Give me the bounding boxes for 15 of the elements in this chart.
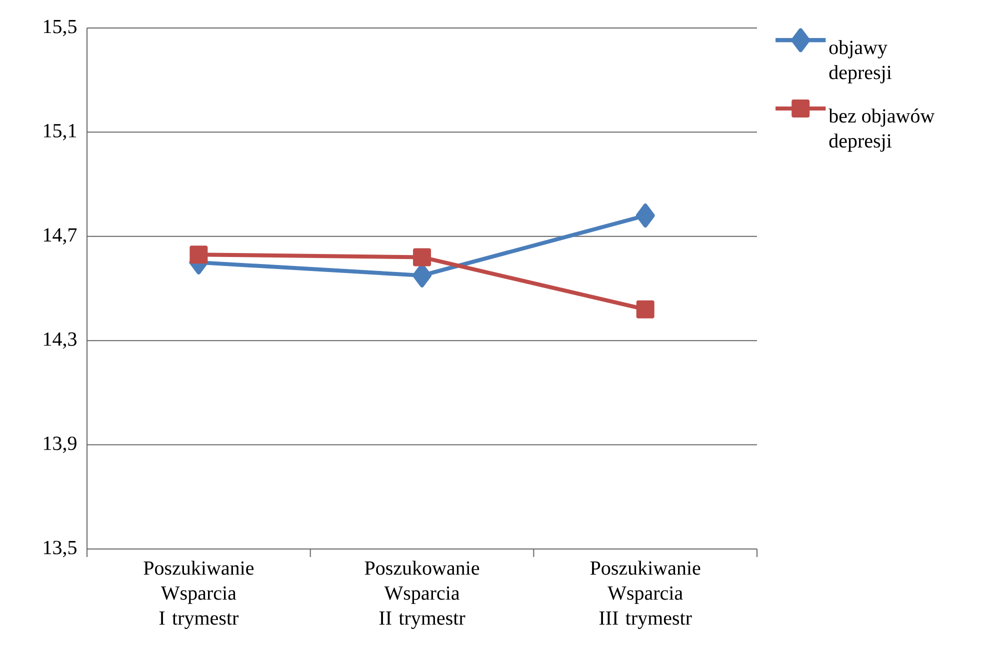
point xyxy=(413,248,432,266)
point xyxy=(636,204,655,228)
y-tick-label: 13,5 xyxy=(44,540,76,558)
legend-label: objawy depresji xyxy=(829,40,892,84)
y-tick-label: 14,7 xyxy=(44,228,77,245)
point xyxy=(636,300,654,318)
y-tick-label: 15,1 xyxy=(44,124,76,140)
y-tick-label: 14,3 xyxy=(44,332,76,349)
x-tick-label: Poszukiwanie Wsparcia III trymestr xyxy=(590,560,700,629)
point xyxy=(190,246,208,264)
y-tick-label: 13,9 xyxy=(44,436,76,453)
x-tick-label: Poszukiwanie Wsparcia I trymestr xyxy=(144,560,254,629)
y-tick-label: 15,5 xyxy=(44,20,76,36)
legend-label: bez objawów depresji xyxy=(828,108,935,152)
x-tick-label: Poszukowanie Wsparcia II trymestr xyxy=(364,560,480,629)
